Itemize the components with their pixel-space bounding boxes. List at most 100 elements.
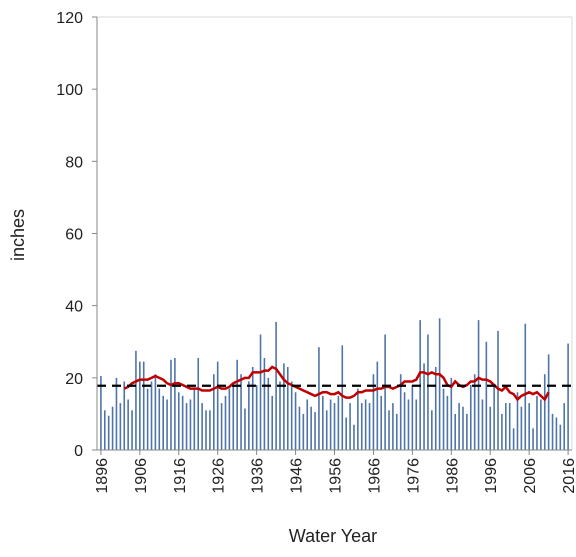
bar <box>150 381 153 450</box>
bar <box>493 385 495 450</box>
bar <box>286 367 289 450</box>
bar <box>193 388 196 450</box>
bar <box>360 403 363 450</box>
bar <box>407 399 410 450</box>
bar <box>298 406 301 450</box>
bar <box>364 399 367 450</box>
bar <box>318 347 320 450</box>
bar <box>431 410 433 450</box>
bar <box>532 428 534 450</box>
bar <box>142 361 145 450</box>
x-tick-label: 1956 <box>328 458 345 494</box>
bar <box>438 318 441 450</box>
bar <box>259 334 262 450</box>
bar <box>481 399 484 450</box>
y-tick-label: 60 <box>65 227 83 244</box>
bar <box>228 388 231 450</box>
x-tick-label: 2016 <box>561 458 576 494</box>
bar <box>485 341 488 450</box>
bar <box>395 413 398 450</box>
bar <box>154 374 157 450</box>
bar <box>240 374 242 450</box>
bar <box>427 334 429 450</box>
bar <box>547 354 550 450</box>
x-tick-label: 1896 <box>94 458 111 494</box>
bar <box>275 321 277 450</box>
bar <box>236 359 238 450</box>
bar <box>302 413 305 450</box>
y-axis-title: inches <box>8 209 28 261</box>
x-tick-label: 1986 <box>444 458 461 494</box>
bar <box>115 377 118 450</box>
bar <box>248 381 250 450</box>
bar <box>232 385 235 450</box>
bar <box>177 392 180 450</box>
bar <box>551 413 554 450</box>
moving-average-line <box>123 365 550 402</box>
bar <box>454 413 456 450</box>
bar <box>559 424 562 450</box>
bar <box>201 403 203 450</box>
bar <box>174 357 176 450</box>
bar <box>127 399 129 450</box>
bar <box>489 406 492 450</box>
y-tick-label: 20 <box>65 371 83 388</box>
bar <box>505 403 507 450</box>
bar <box>497 330 499 450</box>
x-tick-label: 2006 <box>522 458 539 494</box>
bar <box>170 359 172 450</box>
bar <box>185 403 188 450</box>
bar <box>384 334 386 450</box>
bar <box>520 406 523 450</box>
bar <box>567 343 569 450</box>
x-tick-label: 1966 <box>366 458 383 494</box>
bar <box>267 377 270 450</box>
bar <box>466 413 468 450</box>
bar <box>462 406 464 450</box>
bar <box>415 399 418 450</box>
bar <box>399 374 402 450</box>
bar <box>368 403 371 450</box>
bar <box>306 399 309 450</box>
bar <box>310 406 312 450</box>
bar <box>216 361 219 450</box>
bar <box>563 403 566 450</box>
bar <box>543 374 546 450</box>
bar <box>403 392 406 450</box>
bar <box>325 410 328 450</box>
x-tick-label: 1926 <box>211 458 228 494</box>
bar <box>197 357 200 450</box>
bar <box>263 357 266 450</box>
bar <box>341 345 344 450</box>
bar <box>283 363 285 450</box>
bar <box>131 410 133 450</box>
bar <box>135 350 137 450</box>
bar <box>434 367 437 450</box>
bar <box>353 424 355 450</box>
bar <box>220 403 223 450</box>
bar <box>450 377 453 450</box>
bar <box>540 399 542 450</box>
y-tick-label: 40 <box>65 299 83 316</box>
bar <box>333 403 336 450</box>
bar <box>158 388 161 450</box>
bar <box>166 399 168 450</box>
bar <box>376 361 379 450</box>
bar <box>209 410 211 450</box>
bar <box>372 374 375 450</box>
y-tick-label: 0 <box>74 443 83 460</box>
bar <box>392 403 394 450</box>
bar <box>473 374 476 450</box>
x-tick-label: 1946 <box>289 458 306 494</box>
x-tick-label: 1906 <box>133 458 150 494</box>
bar <box>501 413 503 450</box>
y-tick-label: 120 <box>56 10 83 27</box>
bar <box>423 363 425 450</box>
bar <box>107 415 110 450</box>
bar <box>329 399 332 450</box>
bar <box>555 417 558 450</box>
bar <box>469 385 472 450</box>
bar <box>255 385 258 450</box>
bar <box>103 410 106 450</box>
bar <box>119 403 122 450</box>
